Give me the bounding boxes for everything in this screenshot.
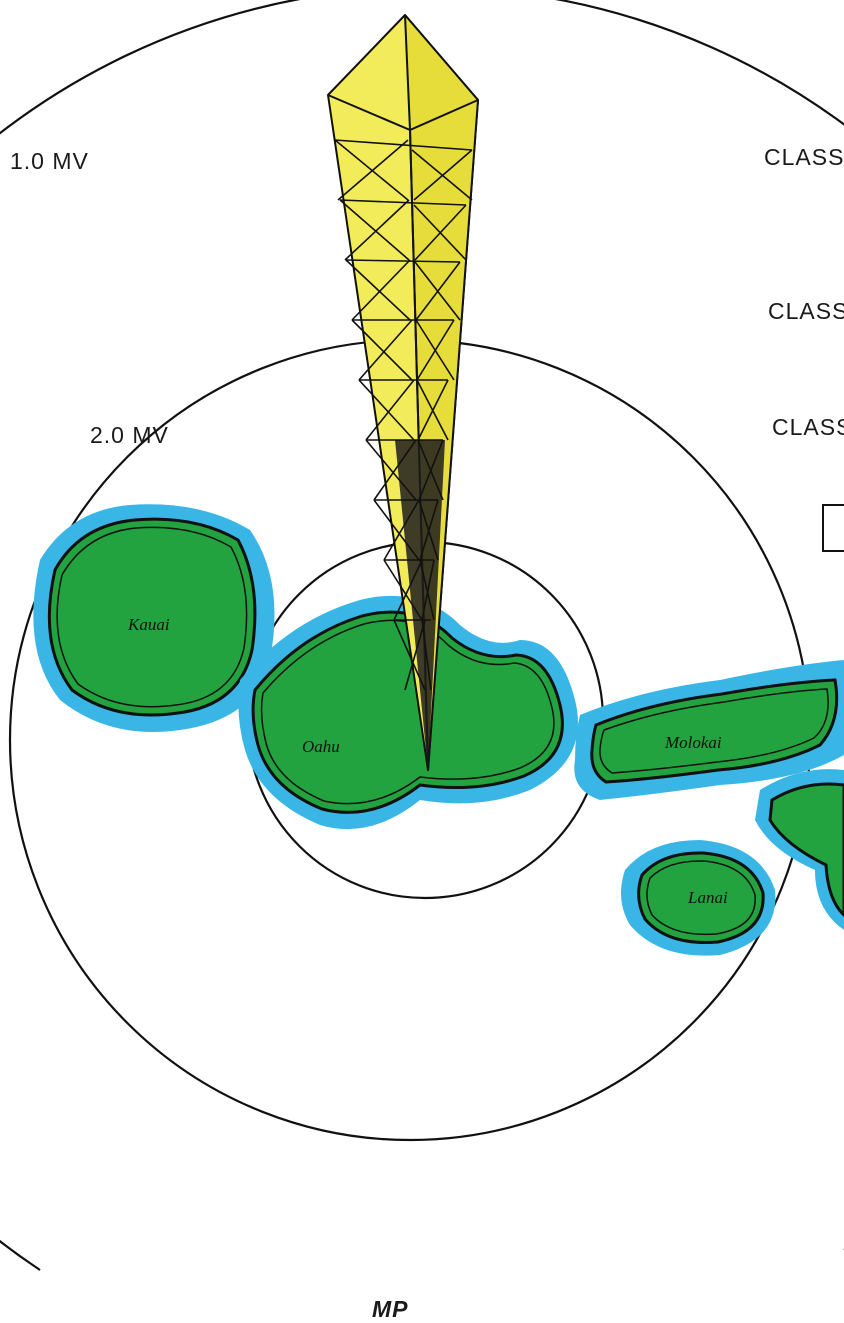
- island-label-oahu: Oahu: [302, 737, 340, 756]
- contour-label-1mv: 1.0 MV: [10, 148, 89, 174]
- partial-glyph: [822, 504, 844, 552]
- class-label-3: CLASS: [772, 414, 844, 440]
- island-label-kauai: Kauai: [127, 615, 170, 634]
- island-molokai: Molokai: [574, 660, 844, 800]
- radio-tower-icon: [327, 14, 479, 771]
- island-label-lanai: Lanai: [687, 888, 728, 907]
- bottom-label: MP: [372, 1296, 409, 1322]
- island-label-molokai: Molokai: [664, 733, 722, 752]
- island-maui-partial: [755, 769, 844, 930]
- island-oahu: Oahu: [238, 595, 579, 830]
- contour-label-2mv: 2.0 MV: [90, 422, 169, 448]
- island-lanai: Lanai: [621, 840, 776, 956]
- class-label-1: CLASS: [764, 144, 844, 170]
- class-label-2: CLASS: [768, 298, 844, 324]
- island-kauai: Kauai: [33, 504, 275, 732]
